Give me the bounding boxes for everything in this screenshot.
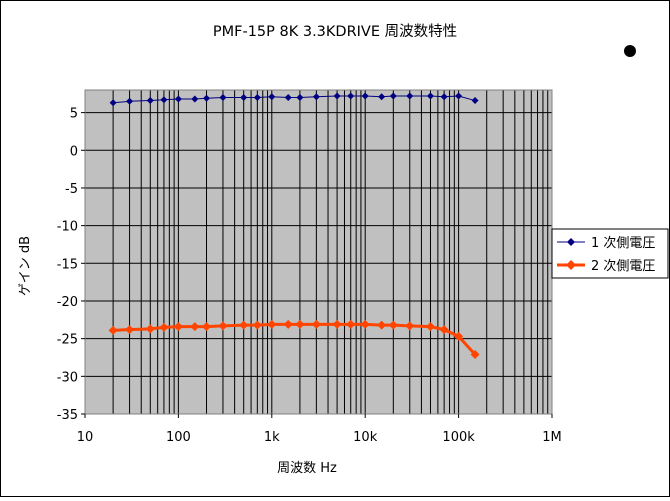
series-2-point (360, 319, 370, 329)
series-1-point (284, 94, 292, 102)
series-1-point (347, 92, 355, 100)
series-1-point (109, 99, 117, 107)
series-2-point (239, 320, 249, 330)
y-tick-label: -20 (57, 295, 78, 310)
series-1-point (312, 93, 320, 101)
plot-area (85, 90, 552, 414)
series-2-point (202, 322, 212, 332)
series-1-point (471, 97, 479, 105)
y-tick-label: -5 (65, 182, 78, 197)
series-1-point (240, 94, 248, 102)
series-2-point (159, 322, 169, 332)
series-1-point (203, 94, 211, 102)
series-1-point (333, 92, 341, 100)
series-2-point (454, 331, 464, 341)
legend: 1 次側電圧 2 次側電圧 (551, 228, 669, 279)
series-2-point (190, 322, 200, 332)
y-tick-label: -30 (57, 370, 78, 385)
series-2-point (218, 321, 228, 331)
series-2-point (405, 321, 415, 331)
x-tick-label: 1k (264, 430, 280, 445)
series-2 (108, 319, 480, 359)
series-1-point (219, 94, 227, 102)
series-1-point (253, 94, 261, 102)
series-1-point (389, 92, 397, 100)
series-2-point (388, 320, 398, 330)
series-1-point (440, 93, 448, 101)
legend-box (551, 228, 669, 279)
series-1-point (174, 95, 182, 103)
legend-entry-series-1: 1 次側電圧 (557, 235, 655, 251)
y-tick-label: -15 (57, 257, 78, 272)
series-1-point (361, 92, 369, 100)
series-2-point (252, 320, 262, 330)
series-1-point (160, 96, 168, 104)
series-2-point (295, 319, 305, 329)
x-tick-label: 100 (166, 430, 191, 445)
series-layer (108, 92, 480, 359)
x-tick-label: 10k (353, 430, 378, 445)
y-tick-label: 0 (70, 144, 78, 159)
series-1-point (455, 92, 463, 100)
series-2-point (173, 322, 183, 332)
y-tick-label: -35 (57, 408, 78, 423)
series-2-point (108, 325, 118, 335)
legend-label-series-2: 2 次側電圧 (591, 258, 655, 274)
corner-dot-marker (624, 45, 636, 57)
series-2-point (425, 322, 435, 332)
series-2-point (125, 325, 135, 335)
chart-title: PMF-15P 8K 3.3KDRIVE 周波数特性 (213, 23, 457, 40)
series-1-point (426, 92, 434, 100)
series-1-point (191, 95, 199, 103)
y-tick-label: -10 (57, 220, 78, 235)
legend-label-series-1: 1 次側電圧 (591, 235, 655, 251)
series-2-point (145, 324, 155, 334)
series-2-point (377, 320, 387, 330)
series-1-point (268, 93, 276, 101)
series-2-point (470, 349, 480, 359)
series-2-point (346, 319, 356, 329)
grid-lines (85, 90, 552, 414)
series-1-point (126, 97, 134, 105)
series-2-point (267, 319, 277, 329)
x-tick-label: 100k (442, 430, 475, 445)
legend-entry-series-2: 2 次側電圧 (557, 258, 655, 274)
x-tick-label: 1M (542, 430, 562, 445)
series-2-point (311, 319, 321, 329)
series-1-point (296, 94, 304, 102)
series-2-point (439, 325, 449, 335)
x-axis-title: 周波数 Hz (277, 461, 337, 476)
x-tick-label: 10 (77, 430, 94, 445)
series-1-point (146, 97, 154, 105)
axes: 5 0 -5 -10 -15 -20 -25 -30 -35 10 100 1k 10k 100k 1M (57, 107, 562, 445)
y-tick-label: 5 (70, 107, 78, 122)
series-1-point (378, 93, 386, 101)
y-tick-label: -25 (57, 333, 78, 348)
series-2-point (332, 319, 342, 329)
series-1-point (406, 92, 414, 100)
y-axis-title: ゲイン dB (18, 236, 33, 296)
series-1 (109, 92, 479, 107)
series-2-point (283, 319, 293, 329)
